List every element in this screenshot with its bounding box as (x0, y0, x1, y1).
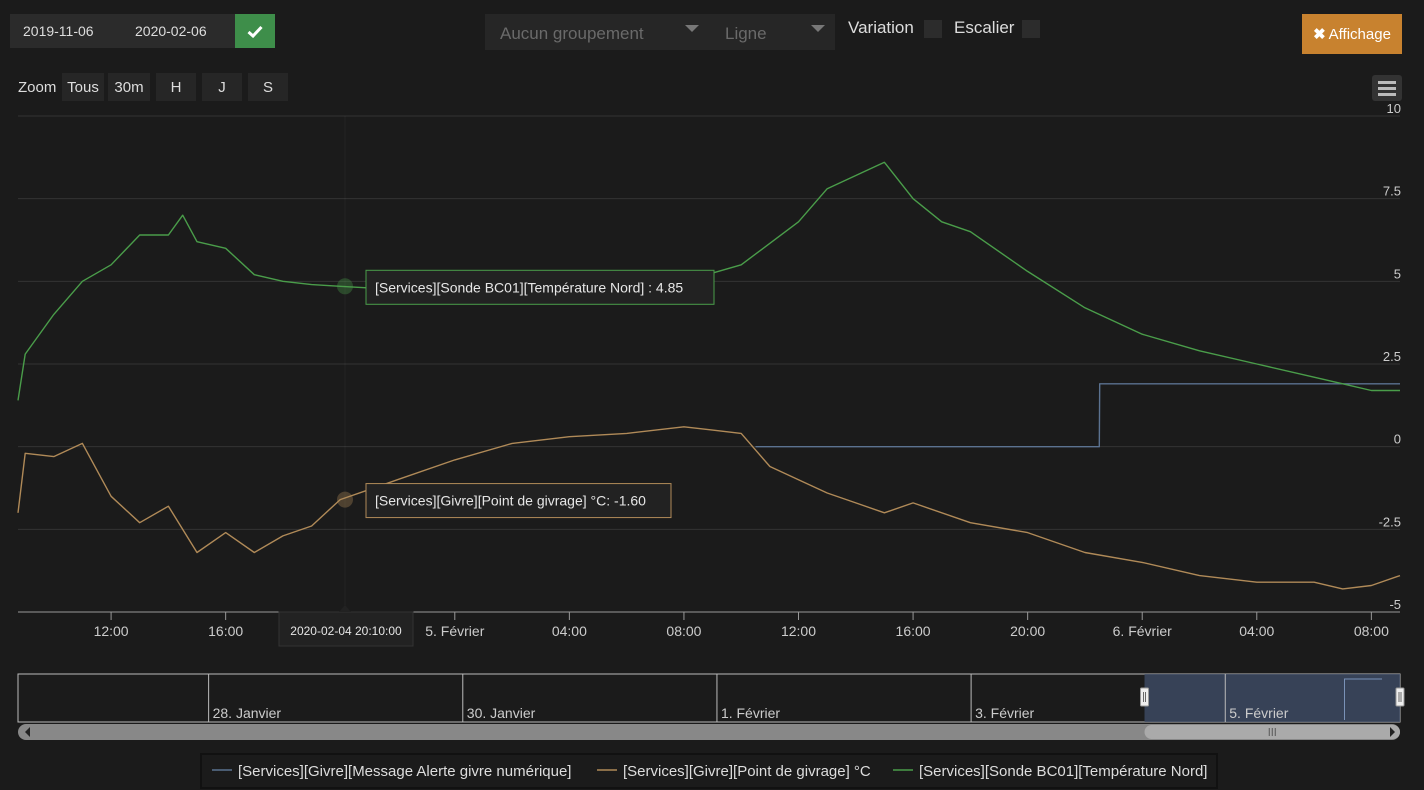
scrollbar-thumb (1144, 725, 1400, 739)
x-tick-label: 12:00 (781, 623, 816, 639)
tooltip-text: [Services][Sonde BC01][Température Nord]… (375, 279, 683, 295)
legend-item[interactable]: [Services][Givre][Point de givrage] °C (597, 763, 871, 780)
display-button[interactable]: ✖ Affichage (1302, 14, 1402, 54)
zoom-30m-button[interactable]: 30m (108, 73, 150, 101)
navigator-series-line (1343, 678, 1382, 720)
navigator-label: 28. Janvier (213, 705, 282, 721)
crosshair-label: 2020-02-04 20:10:00 (278, 605, 414, 647)
x-tick-label: 6. Février (1113, 623, 1172, 639)
x-tick-label: 08:00 (666, 623, 701, 639)
x-tick-label: 04:00 (1239, 623, 1274, 639)
crosshair-label-box (278, 611, 414, 647)
hover-marker (337, 278, 354, 295)
zoom-week-button[interactable]: S (248, 73, 288, 101)
scrollbar-track (18, 724, 1400, 740)
y-tick-label: 10 (1387, 101, 1401, 116)
x-tick-label: 12:00 (94, 623, 129, 639)
temperature-tooltip: [Services][Sonde BC01][Température Nord]… (365, 269, 715, 305)
crosshair-label-pointer (339, 605, 352, 612)
crosshair-label-text: 2020-02-04 20:10:00 (290, 624, 402, 638)
y-tick-label: -5 (1389, 597, 1401, 612)
tooltip-box (365, 483, 672, 519)
navigator-handle-left[interactable] (1140, 687, 1150, 707)
y-tick-label: 2.5 (1383, 349, 1401, 364)
variation-label: Variation (848, 18, 914, 37)
y-tick-label: -2.5 (1379, 514, 1401, 529)
legend-label: [Services][Givre][Message Alerte givre n… (238, 763, 571, 780)
alert-series-line (755, 383, 1400, 448)
navigator-handle-grip (1140, 687, 1150, 707)
navigator-label: 30. Janvier (467, 705, 536, 721)
x-tick-label: 20:00 (323, 623, 358, 639)
x-tick-label: 16:00 (208, 623, 243, 639)
navigator-handle-right[interactable] (1395, 687, 1405, 707)
legend-item[interactable]: [Services][Sonde BC01][Température Nord] (893, 763, 1207, 780)
y-tick-label: 5 (1394, 266, 1401, 281)
y-tick-label: 0 (1394, 432, 1401, 447)
y-tick-label: 7.5 (1383, 184, 1401, 199)
legend-frame (200, 753, 1218, 789)
date-range[interactable]: 2019-11-06 2020-02-06 (10, 14, 235, 48)
x-tick-label: 08:00 (1354, 623, 1389, 639)
zoom-day-button[interactable]: J (202, 73, 242, 101)
tooltip-box (365, 269, 715, 305)
display-button-label: Affichage (1328, 25, 1391, 43)
stair-label: Escalier (954, 18, 1015, 37)
grouping-controls: Aucun groupement Ligne (485, 14, 835, 50)
navigator-selection (1144, 674, 1400, 722)
navigator-label: 3. Février (975, 705, 1034, 721)
navigator-label: 5. Février (1229, 705, 1288, 721)
x-tick-label: 5. Février (425, 623, 484, 639)
navigator-scrollbar[interactable] (18, 724, 1400, 740)
stair-checkbox[interactable] (1022, 20, 1040, 38)
temperature-series-line (17, 161, 1400, 401)
legend: [Services][Givre][Message Alerte givre n… (200, 753, 1218, 789)
frost-point-series-line (17, 426, 1401, 590)
scroll-right-icon (1390, 727, 1395, 737)
date-start-input[interactable]: 2019-11-06 (23, 23, 94, 39)
x-tick-label: 20:00 (1010, 623, 1045, 639)
grouping-select[interactable]: Aucun groupement (500, 24, 644, 43)
chevron-down-icon[interactable] (685, 25, 699, 32)
x-tick-label: 04:00 (552, 623, 587, 639)
tooltip-text: [Services][Givre][Point de givrage] °C: … (375, 493, 646, 509)
navigator-handle-grip (1395, 687, 1405, 707)
legend-label: [Services][Givre][Point de givrage] °C (623, 763, 871, 780)
variation-checkbox[interactable] (924, 20, 942, 38)
scroll-left-icon (25, 727, 30, 737)
legend-item[interactable]: [Services][Givre][Message Alerte givre n… (212, 763, 571, 780)
close-icon: ✖ (1313, 26, 1326, 43)
chart-style-select[interactable]: Ligne (725, 24, 767, 43)
legend-label: [Services][Sonde BC01][Température Nord] (919, 763, 1207, 780)
zoom-hour-button[interactable]: H (156, 73, 196, 101)
x-tick-label: 16:00 (896, 623, 931, 639)
chevron-down-icon[interactable] (811, 25, 825, 32)
apply-button[interactable] (235, 14, 275, 48)
frost-point-tooltip: [Services][Givre][Point de givrage] °C: … (365, 483, 672, 519)
check-icon (247, 25, 263, 38)
zoom-label: Zoom (18, 79, 57, 96)
hover-marker (337, 491, 354, 508)
zoom-all-button[interactable]: Tous (62, 73, 104, 101)
navigator-label: 1. Février (721, 705, 780, 721)
navigator-frame (17, 673, 1401, 723)
date-end-input[interactable]: 2020-02-06 (135, 23, 207, 39)
chart-menu-button[interactable] (1372, 75, 1402, 101)
